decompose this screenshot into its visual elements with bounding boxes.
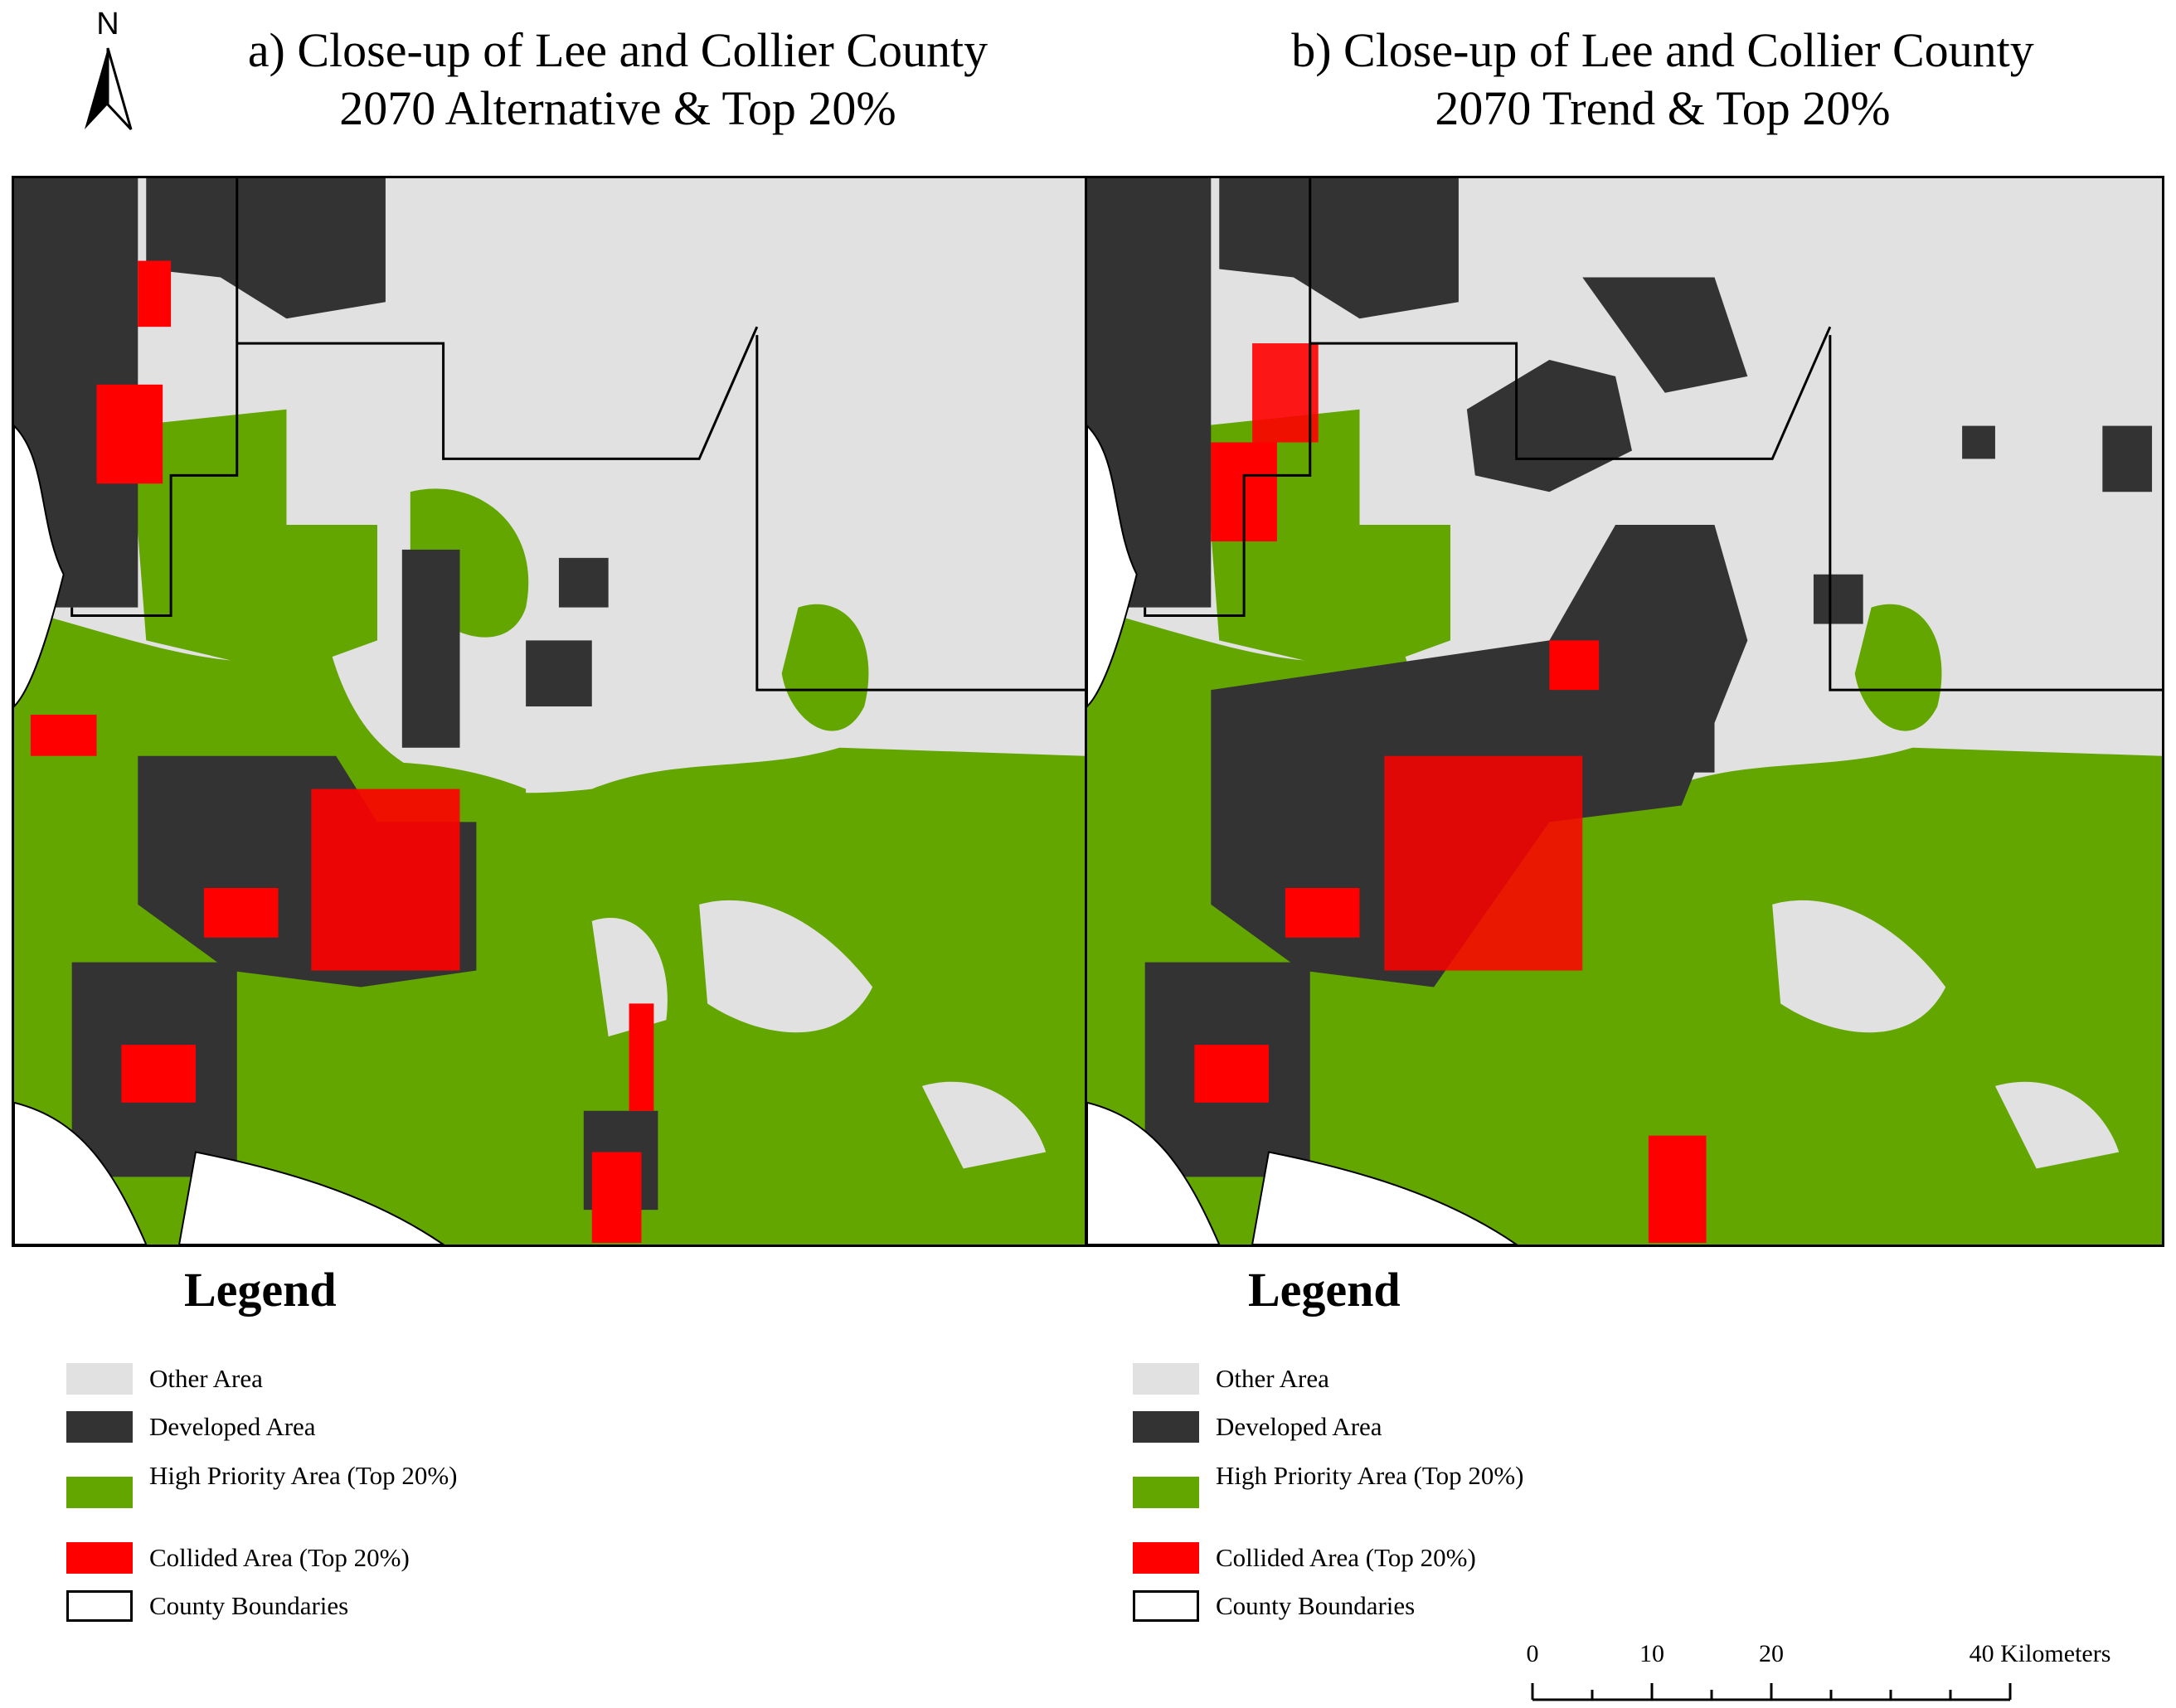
- legend-swatch-developed: [1133, 1411, 1199, 1443]
- legend-item-collided: Collided Area (Top 20%): [66, 1542, 464, 1574]
- panel-a-title-line1: a) Close-up of Lee and Collier County: [247, 23, 988, 77]
- legend-title: Legend: [184, 1263, 337, 1317]
- legend-item-county-boundaries: County Boundaries: [1133, 1590, 1531, 1622]
- panel-a-title-line2: 2070 Alternative & Top 20%: [339, 81, 896, 135]
- legend-label: County Boundaries: [149, 1591, 349, 1620]
- map-a-graphic: [14, 178, 1086, 1245]
- panel-b-title-line1: b) Close-up of Lee and Collier County: [1291, 23, 2034, 77]
- legend-item-county-boundaries: County Boundaries: [66, 1590, 464, 1622]
- legend-label: Developed Area: [1216, 1412, 1382, 1441]
- legend-swatch-collided: [1133, 1542, 1199, 1574]
- scale-bar: 0 10 20 40 Kilometers: [1518, 1640, 2115, 1706]
- scale-label-10: 10: [1639, 1640, 1664, 1667]
- scale-label-40: 40 Kilometers: [1969, 1640, 2111, 1667]
- legend-label: Collided Area (Top 20%): [1216, 1543, 1476, 1572]
- panel-a-title: a) Close-up of Lee and Collier County 20…: [166, 22, 1070, 138]
- scale-label-20: 20: [1759, 1640, 1784, 1667]
- legend-label: Other Area: [1216, 1364, 1329, 1393]
- legend-item-high-priority: High Priority Area (Top 20%): [1133, 1460, 1531, 1508]
- map-panel-b: [1085, 176, 2164, 1247]
- legend-item-high-priority: High Priority Area (Top 20%): [66, 1460, 464, 1508]
- legend-item-developed: Developed Area: [66, 1411, 464, 1443]
- map-panel-a: [12, 176, 1088, 1247]
- legend-title: Legend: [1248, 1263, 1401, 1317]
- legend-item-developed: Developed Area: [1133, 1411, 1531, 1443]
- panel-b-title: b) Close-up of Lee and Collier County 20…: [1211, 22, 2115, 138]
- map-b-graphic: [1087, 178, 2162, 1245]
- legend-item-other: Other Area: [66, 1363, 464, 1395]
- north-arrow: N: [75, 7, 141, 139]
- legend-swatch-high-priority: [1133, 1477, 1199, 1508]
- legend-label: County Boundaries: [1216, 1591, 1416, 1620]
- legend-swatch-developed: [66, 1411, 133, 1443]
- legend-item-other: Other Area: [1133, 1363, 1531, 1395]
- scale-bar-ruler: [1531, 1683, 2012, 1701]
- legend-swatch-other: [1133, 1363, 1199, 1395]
- legend-label: Collided Area (Top 20%): [149, 1543, 410, 1572]
- legend-label: High Priority Area (Top 20%): [1216, 1461, 1524, 1490]
- legend-item-collided: Collided Area (Top 20%): [1133, 1542, 1531, 1574]
- legend-swatch-county-boundaries: [66, 1590, 133, 1622]
- panel-b-title-line2: 2070 Trend & Top 20%: [1435, 81, 1891, 135]
- legend-label: Developed Area: [149, 1412, 316, 1441]
- legend-label: High Priority Area (Top 20%): [149, 1461, 458, 1490]
- legend-swatch-high-priority: [66, 1477, 133, 1508]
- north-arrow-icon: [85, 47, 133, 131]
- legend-label: Other Area: [149, 1364, 263, 1393]
- legend-swatch-county-boundaries: [1133, 1590, 1199, 1622]
- legend-swatch-collided: [66, 1542, 133, 1574]
- north-letter: N: [96, 7, 119, 41]
- legend-swatch-other: [66, 1363, 133, 1395]
- scale-label-0: 0: [1526, 1640, 1539, 1667]
